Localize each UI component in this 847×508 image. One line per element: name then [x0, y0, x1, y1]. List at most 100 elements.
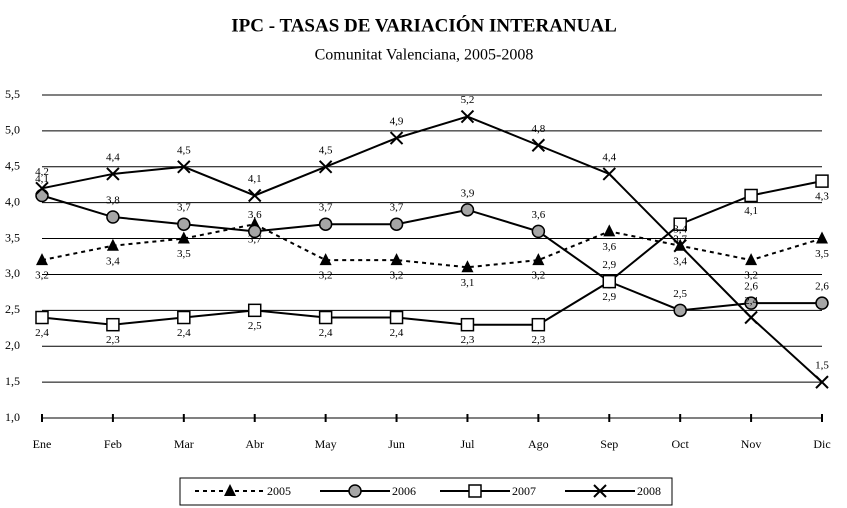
- marker: [815, 174, 829, 188]
- marker: [460, 203, 475, 217]
- value-label: 4,1: [248, 173, 262, 185]
- value-label: 2,3: [106, 334, 120, 346]
- value-label: 2,3: [461, 334, 475, 346]
- y-tick-label: 1,0: [5, 410, 20, 424]
- marker: [247, 303, 262, 318]
- value-label: 2,6: [815, 281, 829, 293]
- value-label: 3,6: [248, 209, 262, 221]
- y-tick-label: 2,0: [5, 338, 20, 352]
- series-line: [41, 223, 823, 269]
- value-label: 4,8: [531, 123, 545, 135]
- marker: [106, 317, 120, 332]
- marker: [531, 317, 546, 332]
- value-label: 3,2: [35, 270, 49, 282]
- y-tick-label: 5,5: [5, 87, 20, 101]
- marker: [673, 217, 687, 231]
- value-label: 2,9: [602, 291, 616, 303]
- x-tick-label: Abr: [245, 437, 264, 451]
- marker: [744, 296, 758, 310]
- marker: [468, 484, 482, 498]
- x-tick-label: Jul: [460, 437, 475, 451]
- marker: [318, 217, 333, 231]
- value-label: 2,4: [390, 327, 404, 339]
- value-label: 2,5: [673, 288, 687, 300]
- marker: [389, 217, 404, 231]
- marker: [532, 253, 545, 266]
- legend-item: 2007: [440, 484, 536, 498]
- value-label: 3,4: [673, 223, 687, 235]
- value-label: 4,4: [106, 151, 120, 163]
- marker: [35, 181, 49, 196]
- y-tick-label: 4,5: [5, 159, 20, 173]
- value-label: 3,7: [319, 202, 333, 214]
- chart-title: IPC - TASAS DE VARIACIÓN INTERANUAL: [231, 14, 617, 36]
- marker: [744, 310, 758, 325]
- series-line: [41, 115, 823, 383]
- marker: [673, 239, 687, 253]
- value-label: 3,4: [106, 255, 120, 267]
- marker: [460, 317, 475, 332]
- legend-label: 2005: [267, 484, 291, 498]
- marker: [816, 231, 828, 244]
- legend-label: 2007: [512, 484, 536, 498]
- x-tick-label: Ago: [528, 437, 549, 451]
- x-tick-label: Feb: [104, 437, 122, 451]
- value-label: 3,4: [673, 255, 687, 267]
- value-label: 2,4: [744, 295, 758, 307]
- marker: [744, 188, 758, 203]
- value-label: 2,4: [319, 327, 333, 339]
- marker: [106, 210, 120, 224]
- marker: [593, 484, 607, 498]
- marker: [177, 310, 191, 325]
- marker: [461, 260, 474, 273]
- value-label: 3,6: [602, 241, 616, 253]
- value-label: 3,5: [815, 248, 829, 260]
- value-label: 3,1: [461, 277, 475, 289]
- value-label: 3,6: [531, 209, 545, 221]
- value-label: 5,2: [461, 94, 475, 106]
- legend-item: 2006: [320, 484, 416, 498]
- marker: [815, 375, 829, 389]
- x-tick-label: Jun: [388, 437, 405, 451]
- value-label: 3,2: [319, 270, 333, 282]
- value-label: 3,2: [744, 270, 758, 282]
- value-label: 2,3: [531, 334, 545, 346]
- value-label: 4,2: [35, 166, 49, 178]
- marker: [106, 238, 119, 251]
- value-label: 2,5: [248, 320, 262, 332]
- legend-label: 2006: [392, 484, 416, 498]
- y-tick-label: 3,5: [5, 230, 20, 244]
- value-label: 4,5: [319, 144, 333, 156]
- legend-item: 2005: [195, 484, 291, 498]
- marker: [224, 484, 236, 496]
- value-label: 4,3: [815, 191, 829, 203]
- value-label: 2,4: [177, 327, 191, 339]
- value-label: 4,1: [744, 205, 758, 217]
- value-label: 3,5: [177, 248, 191, 260]
- marker: [177, 160, 191, 174]
- x-tick-label: Oct: [672, 437, 690, 451]
- y-tick-label: 3,0: [5, 266, 20, 280]
- value-label: 2,4: [35, 327, 49, 339]
- marker: [318, 310, 333, 325]
- marker: [177, 217, 191, 231]
- marker: [389, 310, 404, 325]
- marker: [247, 224, 262, 239]
- legend-label: 2008: [637, 484, 661, 498]
- x-tick-label: Dic: [813, 437, 830, 451]
- marker: [389, 131, 404, 145]
- value-label: 3,8: [106, 195, 120, 207]
- marker: [673, 303, 687, 318]
- marker: [531, 224, 546, 239]
- marker: [815, 296, 829, 310]
- marker: [35, 310, 49, 325]
- series-line: [41, 194, 822, 312]
- value-label: 3,2: [390, 270, 404, 282]
- y-tick-label: 5,0: [5, 123, 20, 137]
- x-tick-label: May: [315, 437, 337, 451]
- marker: [603, 224, 616, 237]
- marker: [318, 160, 333, 174]
- marker: [319, 253, 332, 266]
- x-tick-label: Sep: [600, 437, 618, 451]
